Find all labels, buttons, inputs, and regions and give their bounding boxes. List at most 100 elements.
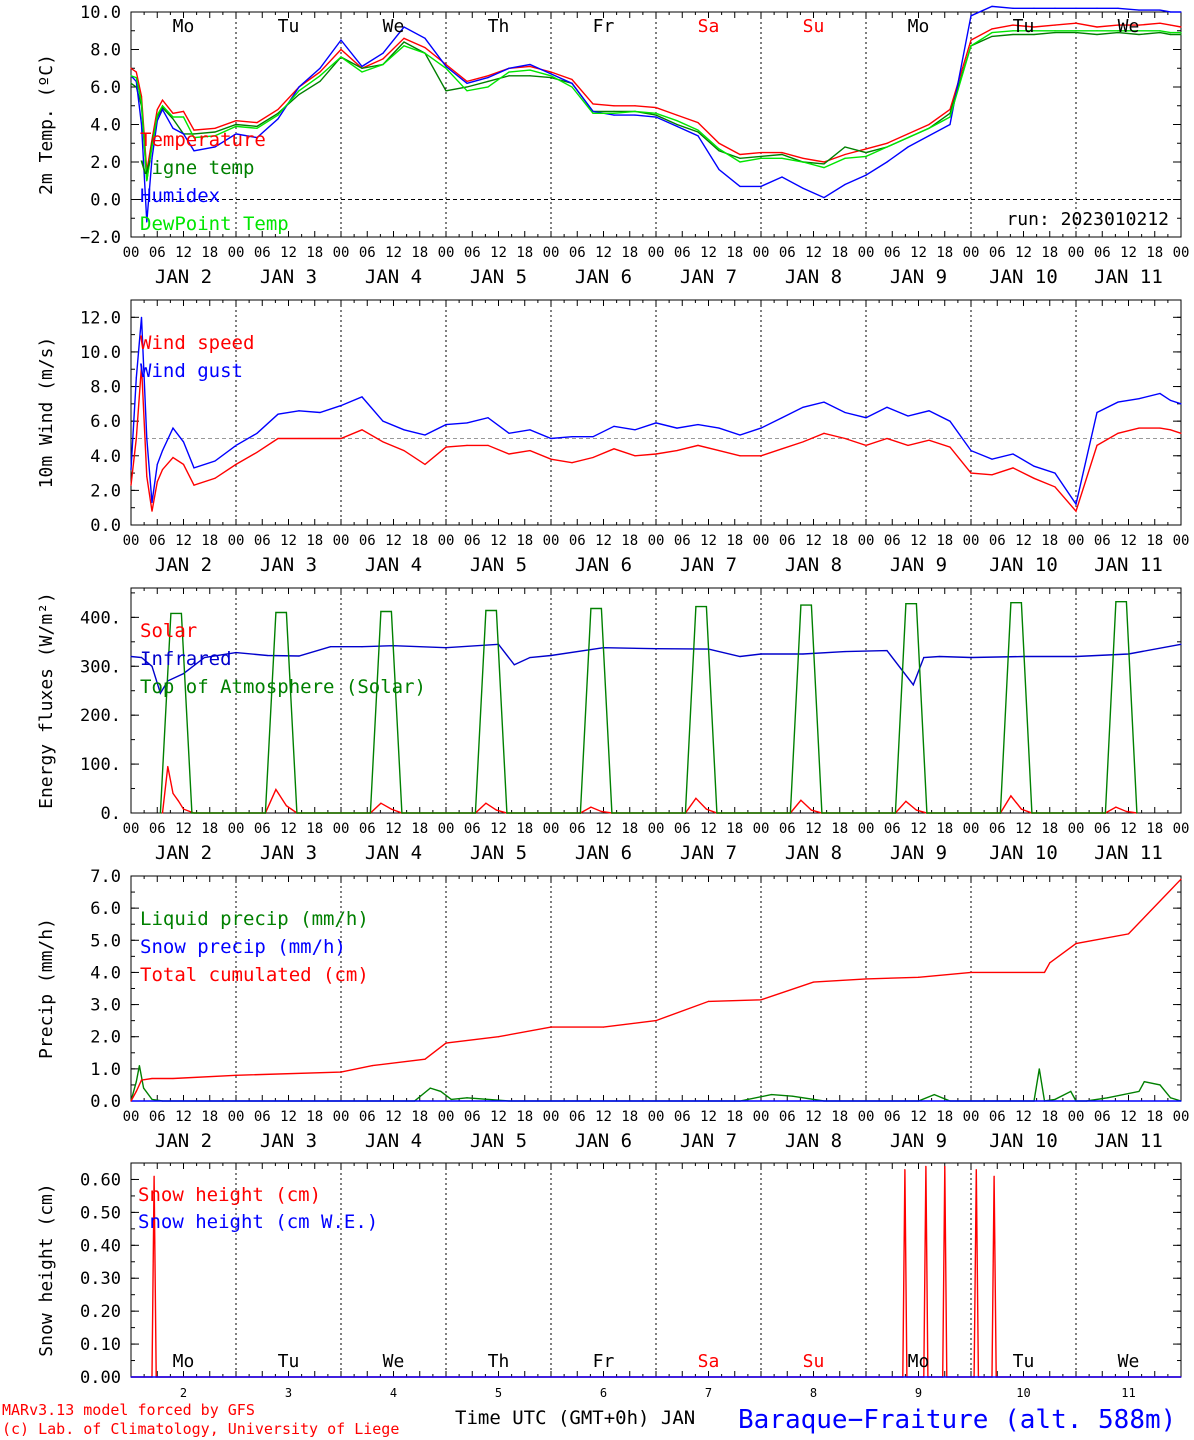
hour-tick-label: 06 [779, 533, 796, 549]
data-point [298, 655, 300, 657]
date-label: JAN 7 [680, 554, 737, 576]
data-point [634, 110, 636, 112]
data-point [928, 123, 930, 126]
data-point [602, 1026, 605, 1028]
data-point [361, 646, 363, 648]
data-point [1117, 32, 1119, 34]
x-axis-title: Time UTC (GMT+0h) JAN [455, 1407, 695, 1429]
data-point [1138, 427, 1140, 429]
weekday-label: We [383, 1351, 405, 1372]
hour-tick-label: 12 [1015, 821, 1032, 837]
data-point [529, 63, 531, 66]
hour-tick-label: 12 [910, 821, 927, 837]
hour-tick-label: 06 [1094, 245, 1111, 261]
hour-tick-label: 00 [333, 533, 350, 549]
hour-tick-label: 06 [359, 533, 376, 549]
data-point [529, 75, 531, 77]
date-label: JAN 11 [1094, 842, 1163, 864]
data-point [949, 108, 951, 111]
data-point [905, 603, 907, 605]
data-point [1159, 427, 1161, 429]
data-point [135, 71, 137, 73]
date-label: JAN 10 [989, 1130, 1058, 1152]
hour-tick-label: 12 [175, 821, 192, 837]
hour-tick-label: 06 [989, 821, 1006, 837]
data-point [319, 75, 321, 77]
hour-tick-label: 00 [333, 821, 350, 837]
hour-tick-label: 12 [700, 245, 717, 261]
data-point [781, 152, 783, 154]
hour-tick-label: 12 [805, 1109, 822, 1125]
date-label: JAN 9 [890, 842, 947, 864]
data-point [1180, 1376, 1182, 1378]
data-point [907, 415, 909, 417]
hour-tick-label: 12 [595, 245, 612, 261]
data-point [886, 161, 888, 163]
data-point [613, 425, 615, 427]
weekday-label: Mo [908, 1351, 930, 1372]
data-point [1169, 429, 1172, 431]
data-point [865, 978, 867, 980]
date-label: JAN 5 [470, 266, 527, 288]
hour-tick-label: 00 [543, 1109, 560, 1125]
data-point [256, 127, 258, 129]
footer-credit-line2: (c) Lab. of Climatology, University of L… [2, 1420, 399, 1438]
hour-tick-label: 06 [674, 821, 691, 837]
data-point [319, 437, 321, 440]
hour-tick-label: 00 [228, 245, 245, 261]
date-label: JAN 3 [260, 842, 317, 864]
y-tick-label: 400. [80, 608, 121, 628]
data-point [781, 448, 783, 450]
hour-tick-label: 12 [280, 533, 297, 549]
data-point [403, 449, 405, 452]
data-point [592, 112, 594, 114]
hour-tick-label: 18 [831, 1109, 848, 1125]
data-point [130, 75, 132, 77]
hour-tick-label: 18 [936, 1109, 953, 1125]
data-point [1096, 411, 1098, 414]
hour-tick-label: 00 [543, 821, 560, 837]
hour-tick-label: 00 [963, 245, 980, 261]
y-tick-label: 1.0 [90, 1060, 121, 1080]
data-point [513, 664, 515, 666]
hour-tick-label: 18 [411, 533, 428, 549]
hour-tick-label: 12 [490, 821, 507, 837]
data-point [193, 467, 195, 469]
y-tick-label: 0.50 [80, 1203, 121, 1223]
date-label: JAN 2 [155, 266, 212, 288]
data-point [382, 63, 384, 66]
data-point [970, 15, 972, 17]
data-point [1169, 24, 1172, 26]
data-point [802, 187, 804, 189]
data-point [340, 48, 342, 51]
data-point [485, 609, 487, 612]
day-number-label: 11 [1121, 1386, 1135, 1400]
data-point [329, 646, 332, 648]
date-label: JAN 9 [890, 554, 947, 576]
legend-entry: Snow height (cm) [138, 1184, 321, 1206]
data-point [1117, 432, 1119, 434]
data-point [172, 1077, 174, 1080]
hour-tick-label: 00 [648, 821, 665, 837]
data-point [1159, 392, 1161, 395]
weekday-label: Mo [173, 1351, 195, 1372]
hour-tick-label: 12 [1120, 533, 1137, 549]
hour-tick-label: 18 [306, 1109, 323, 1125]
data-point [894, 812, 897, 814]
series-line-1 [161, 766, 1137, 814]
data-point [191, 812, 193, 814]
hour-tick-label: 12 [910, 1109, 927, 1125]
data-point [140, 123, 143, 126]
data-point [571, 462, 573, 464]
y-tick-label: 7.0 [90, 867, 121, 887]
data-point [151, 146, 153, 148]
data-point [1169, 11, 1172, 13]
data-point [1033, 33, 1035, 36]
data-point [1075, 7, 1077, 9]
data-point [319, 411, 321, 414]
data-point [182, 441, 185, 443]
data-point [944, 1165, 946, 1167]
series-line-3 [159, 601, 1138, 814]
data-point [1033, 477, 1035, 479]
date-label: JAN 6 [575, 842, 632, 864]
